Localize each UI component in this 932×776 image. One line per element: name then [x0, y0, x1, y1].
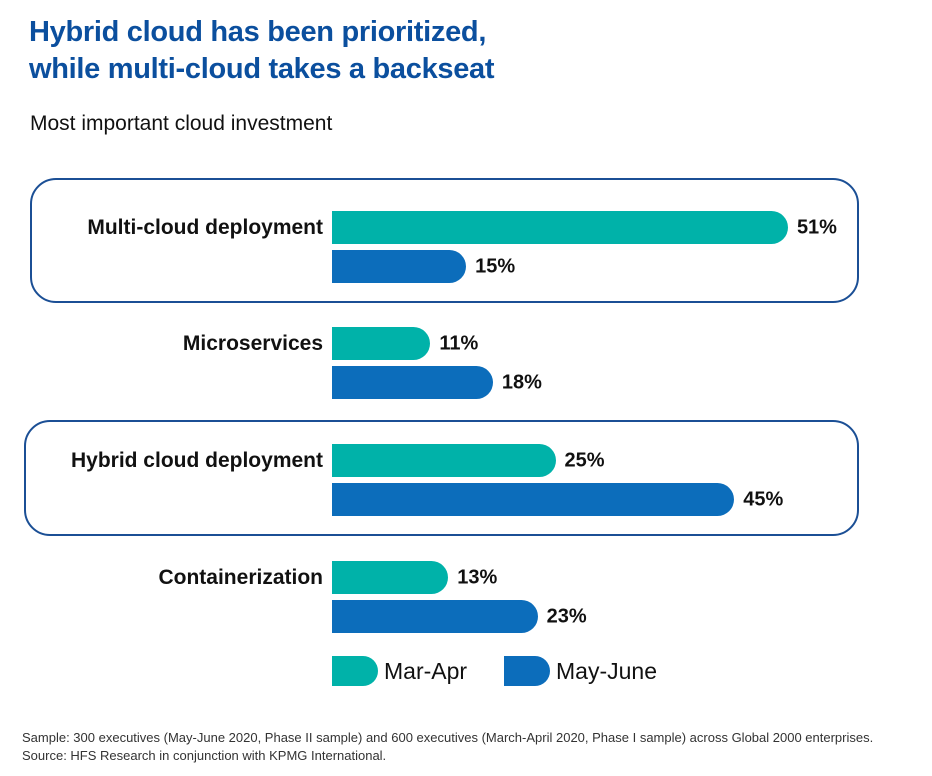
- category-label-microservices: Microservices: [182, 332, 323, 355]
- value-label-multi-cloud-deployment-may-june: 15%: [475, 255, 516, 278]
- bar-hybrid-cloud-deployment-mar-apr: [332, 444, 556, 477]
- value-label-microservices-may-june: 18%: [501, 371, 542, 394]
- bar-containerization-mar-apr: [332, 561, 449, 594]
- bar-microservices-may-june: [332, 366, 493, 399]
- category-label-multi-cloud-deployment: Multi-cloud deployment: [87, 216, 323, 239]
- chart-title: Hybrid cloud has been prioritized, while …: [29, 14, 495, 88]
- legend-label-mar-apr: Mar-Apr: [384, 657, 468, 684]
- bar-hybrid-cloud-deployment-may-june: [332, 483, 735, 516]
- bar-multi-cloud-deployment-mar-apr: [332, 211, 788, 244]
- footnote: Sample: 300 executives (May-June 2020, P…: [22, 730, 874, 763]
- legend-swatch-may-june: [504, 656, 550, 686]
- value-label-microservices-mar-apr: 11%: [439, 332, 479, 355]
- chart-subtitle: Most important cloud investment: [30, 112, 333, 135]
- value-label-multi-cloud-deployment-mar-apr: 51%: [796, 216, 837, 239]
- value-label-containerization-mar-apr: 13%: [457, 566, 498, 589]
- bar-containerization-may-june: [332, 600, 538, 633]
- legend-item-mar-apr: Mar-Apr: [332, 656, 467, 686]
- value-label-hybrid-cloud-deployment-may-june: 45%: [743, 488, 784, 511]
- bar-multi-cloud-deployment-may-june: [332, 250, 467, 283]
- category-label-hybrid-cloud-deployment: Hybrid cloud deployment: [70, 449, 323, 472]
- category-label-containerization: Containerization: [158, 566, 323, 589]
- value-label-hybrid-cloud-deployment-mar-apr: 25%: [564, 449, 605, 472]
- bar-microservices-mar-apr: [332, 327, 431, 360]
- value-label-containerization-may-june: 23%: [546, 605, 587, 628]
- legend-item-may-june: May-June: [504, 656, 657, 686]
- highlight-box-hybrid-cloud: [24, 420, 859, 536]
- highlight-box-multi-cloud: [30, 178, 859, 303]
- legend-swatch-mar-apr: [332, 656, 378, 686]
- title-line-1: Hybrid cloud has been prioritized,: [29, 16, 487, 48]
- title-line-2: while multi-cloud takes a backseat: [29, 53, 495, 85]
- legend-label-may-june: May-June: [556, 657, 657, 684]
